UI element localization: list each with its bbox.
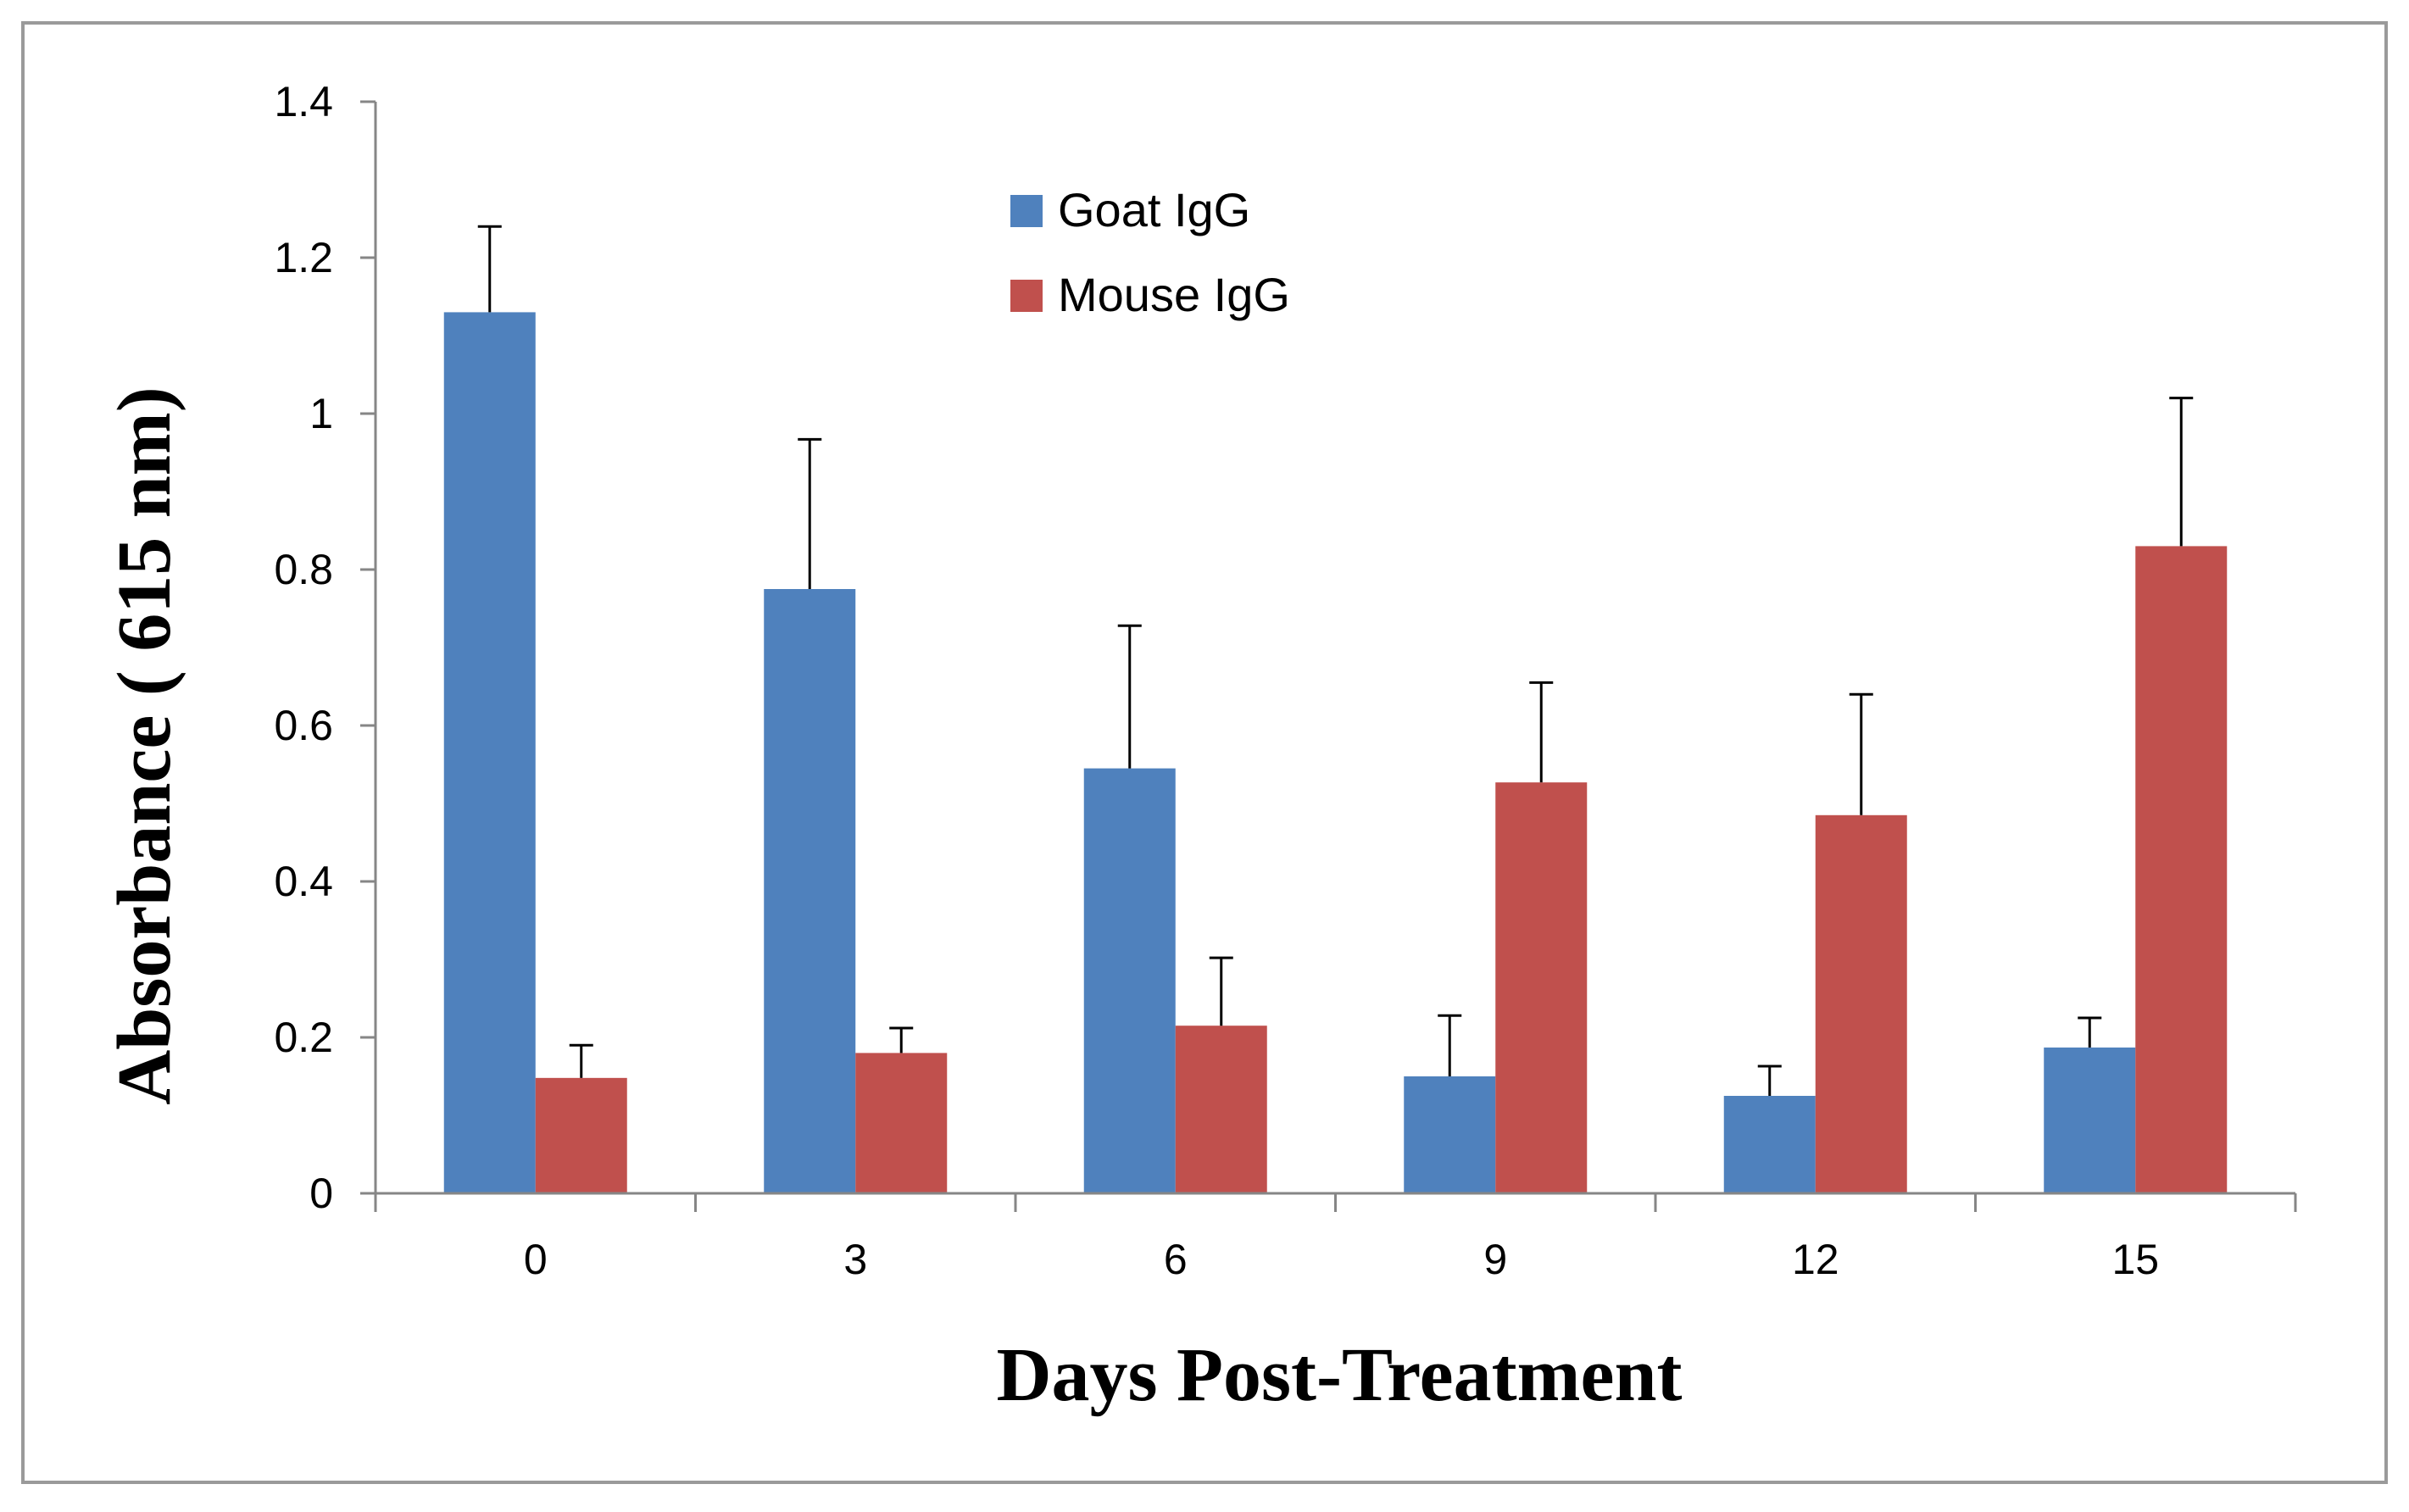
legend-label-goat-igg: Goat IgG — [1058, 183, 1250, 236]
y-tick-label: 0.8 — [274, 546, 333, 593]
error-bar-mouse-igg-day-12 — [1849, 692, 1873, 815]
error-bar-goat-igg-day-9 — [1438, 1014, 1462, 1076]
bar-mouse-igg-day-15 — [2135, 546, 2228, 1193]
x-tick-label: 15 — [2111, 1236, 2159, 1283]
y-tick-label: 1.4 — [274, 78, 333, 125]
error-bar-goat-igg-day-12 — [1757, 1065, 1782, 1096]
y-tick-label: 0.4 — [274, 858, 333, 905]
y-tick-label: 1.2 — [274, 234, 333, 281]
bar-mouse-igg-day-3 — [855, 1053, 948, 1193]
y-tick-label: 0 — [309, 1170, 333, 1217]
bar-mouse-igg-day-9 — [1495, 782, 1588, 1193]
x-axis-title: Days Post-Treatment — [997, 1333, 1683, 1417]
bar-goat-igg-day-9 — [1404, 1076, 1496, 1193]
x-tick-label: 0 — [524, 1236, 548, 1283]
tick-labels-layer: 0 0.2 0.4 0.6 0.8 1 1.2 1.4 0 3 6 9 12 15 — [274, 78, 2159, 1283]
bar-mouse-igg-day-6 — [1175, 1026, 1267, 1193]
x-tick-label: 12 — [1792, 1236, 1839, 1283]
error-bar-mouse-igg-day-0 — [569, 1043, 593, 1078]
x-tick-label: 3 — [843, 1236, 867, 1283]
bar-goat-igg-day-3 — [764, 589, 856, 1193]
error-bar-goat-igg-day-15 — [2078, 1016, 2102, 1048]
axes-layer — [360, 100, 2297, 1212]
error-bar-mouse-igg-day-9 — [1529, 681, 1554, 783]
bar-goat-igg-day-12 — [1723, 1096, 1816, 1193]
y-axis-title: Absorbance ( 615 nm) — [103, 386, 186, 1105]
x-tick-label: 6 — [1164, 1236, 1188, 1283]
y-tick-label: 0.6 — [274, 702, 333, 749]
bar-mouse-igg-day-12 — [1815, 814, 1907, 1193]
y-tick-label: 1 — [309, 390, 333, 437]
error-bar-mouse-igg-day-15 — [2169, 397, 2194, 547]
error-bar-mouse-igg-day-3 — [889, 1026, 914, 1053]
error-bars-layer — [477, 225, 2194, 1096]
legend-swatch-mouse-igg — [1010, 280, 1043, 312]
legend-label-mouse-igg: Mouse IgG — [1058, 268, 1290, 321]
bar-goat-igg-day-6 — [1083, 768, 1176, 1193]
bars-layer — [443, 312, 2228, 1193]
x-tick-label: 9 — [1483, 1236, 1507, 1283]
error-bar-goat-igg-day-0 — [477, 225, 502, 313]
bar-goat-igg-day-15 — [2044, 1047, 2136, 1193]
error-bar-goat-igg-day-3 — [798, 437, 822, 589]
bar-mouse-igg-day-0 — [535, 1077, 627, 1193]
error-bar-goat-igg-day-6 — [1117, 624, 1142, 769]
legend: Goat IgG Mouse IgG — [1010, 183, 1290, 321]
legend-swatch-goat-igg — [1010, 195, 1043, 227]
chart-frame — [21, 21, 2388, 1484]
y-tick-label: 0.2 — [274, 1014, 333, 1061]
bar-goat-igg-day-0 — [443, 312, 536, 1193]
error-bar-mouse-igg-day-6 — [1209, 956, 1233, 1026]
